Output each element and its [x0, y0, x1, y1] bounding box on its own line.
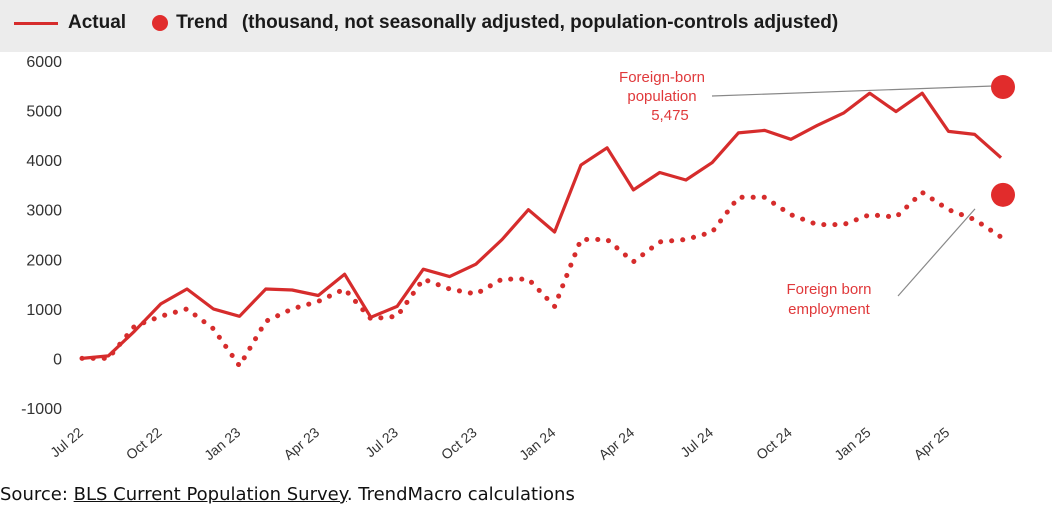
x-axis: Jul 22 Oct 22 Jan 23 Apr 23 Jul 23 Oct 23 Jan … [47, 424, 953, 463]
annotation-population-line-2: population [627, 88, 696, 105]
legend-actual-swatch [14, 21, 58, 25]
x-tick-label: Oct 24 [753, 424, 795, 463]
x-tick-label: Apr 23 [280, 424, 322, 463]
x-tick-label: Jul 22 [47, 424, 86, 460]
population-actual-line [81, 91, 1003, 360]
population-trend-marker [991, 75, 1015, 100]
y-tick-label: 0 [53, 351, 62, 368]
source-note: Source: BLS Current Population Survey. T… [0, 484, 575, 505]
y-tick-label: 1000 [26, 302, 62, 319]
employment-actual-line [79, 189, 1004, 369]
x-tick-label: Apr 24 [595, 424, 637, 463]
legend-trend-swatch [152, 15, 169, 31]
annotation-population-line-1: Foreign-born [619, 69, 705, 86]
legend: Actual Trend (thousand, not seasonally a… [14, 12, 838, 34]
legend-actual-label: Actual [68, 12, 127, 33]
y-tick-label: 4000 [26, 153, 62, 170]
annotation-layer: Foreign-born population 5,475 Foreign bo… [619, 69, 994, 318]
x-tick-label: Jul 24 [677, 424, 716, 460]
annotation-population-value: 5,475 [651, 107, 689, 124]
x-tick-label: Jul 23 [362, 424, 401, 460]
y-tick-label: 5000 [26, 104, 62, 121]
annotation-employment-leader [897, 208, 976, 297]
y-axis: 6000 5000 4000 3000 2000 1000 0 -1000 [21, 54, 62, 418]
legend-bar: Actual Trend (thousand, not seasonally a… [0, 0, 1052, 52]
y-tick-label: 6000 [26, 54, 62, 71]
x-tick-label: Jan 24 [516, 424, 559, 463]
line-chart: 6000 5000 4000 3000 2000 1000 0 -1000 Jul 22 Oct… [21, 54, 1015, 463]
x-tick-label: Oct 22 [123, 424, 165, 463]
source-suffix: . TrendMacro calculations [346, 484, 575, 505]
source-link[interactable]: BLS Current Population Survey [73, 484, 347, 505]
y-tick-label: 3000 [26, 203, 62, 220]
x-tick-label: Jan 25 [831, 424, 874, 463]
y-tick-label: -1000 [21, 401, 62, 418]
employment-trend-marker [991, 182, 1015, 207]
legend-units-note: (thousand, not seasonally adjusted, popu… [241, 12, 839, 33]
source-prefix: Source: [0, 484, 74, 505]
annotation-employment-line-1: Foreign born [786, 281, 871, 298]
annotation-employment: Foreign born employment [786, 281, 871, 318]
x-tick-label: Oct 23 [438, 424, 480, 463]
annotation-population-leader [711, 85, 994, 97]
annotation-employment-line-2: employment [788, 301, 871, 318]
series-layer [79, 91, 1004, 369]
x-tick-label: Jan 23 [201, 424, 244, 463]
x-tick-label: Apr 25 [911, 424, 953, 463]
annotation-population: Foreign-born population 5,475 [619, 69, 705, 124]
trend-layer [991, 75, 1015, 207]
legend-trend-label: Trend [176, 12, 228, 33]
y-tick-label: 2000 [26, 252, 62, 269]
